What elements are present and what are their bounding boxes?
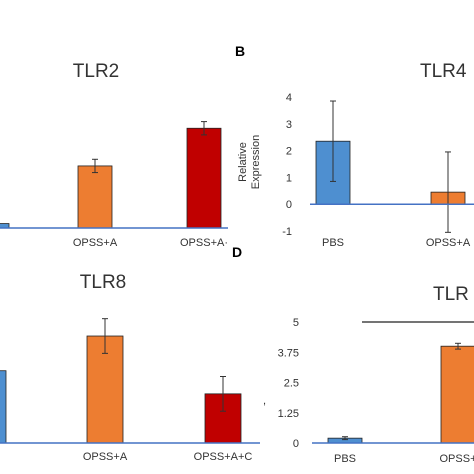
panel-b-letter: B [235,43,245,59]
y-tick-label: -1 [282,226,292,238]
category-label: OPSS+A· [180,237,228,249]
y-tick-label: 4 [286,92,292,104]
y-tick-label: 2.5 [284,378,299,390]
category-label: PBS [334,453,356,465]
category-label: OPSS+ [440,453,474,465]
bar [440,345,474,444]
panel-tlr4: B TLR4 Relative Expression 4 3 2 1 0 -1 PBS OPS… [235,43,474,249]
panel-b-ylabel-line1: Relative [237,142,249,182]
category-label: OPSS+A [426,237,471,249]
category-label: PBS [322,237,344,249]
panel-a-title: TLR2 [73,61,119,82]
panel-tlr8: TLR8 OPSS+A OPSS+A+C [0,272,260,463]
y-tick-label: 2 [286,146,292,158]
bar [0,223,10,229]
category-label: OPSS+A [73,237,118,249]
panel-d-title: TLR [433,284,469,305]
panel-d-letter: D [232,244,242,260]
y-tick-label: 0 [293,438,299,450]
panel-c-title: TLR8 [80,272,126,293]
panel-b-ylabel-line2: Expression [250,135,262,189]
y-tick-label: 0 [286,199,292,211]
panel-tlr2: TLR2 OPSS+A OPSS+A· [0,61,228,249]
bar [77,165,113,229]
bar [186,127,222,229]
y-tick-label: 1.25 [278,408,299,420]
panel-b-title: TLR4 [420,61,467,82]
category-label: OPSS+A+C [194,451,253,463]
y-tick-label: 5 [293,317,299,329]
stray-mark: , [263,395,266,407]
bar [0,370,7,444]
panel-tlr-d: D TLR 5 3.75 2.5 1.25 0 PBS OPSS+, [232,244,474,465]
category-label: OPSS+A [83,451,128,463]
y-tick-label: 3.75 [278,347,299,359]
y-tick-label: 3 [286,119,292,131]
y-tick-label: 1 [286,172,292,184]
